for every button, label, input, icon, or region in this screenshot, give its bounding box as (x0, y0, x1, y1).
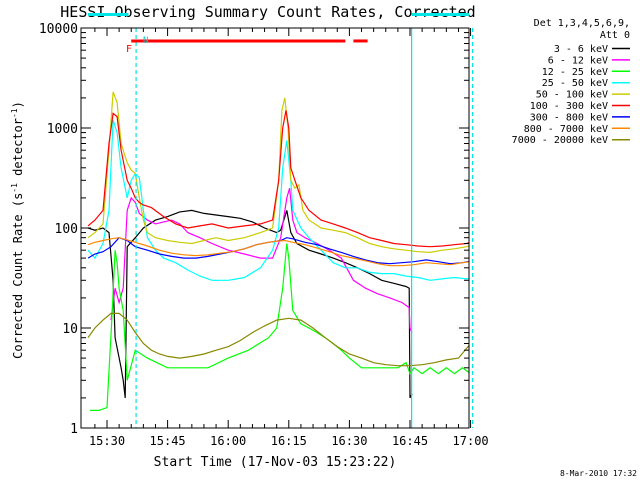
x-tick-label: 15:30 (89, 434, 125, 448)
y-tick-label: 1 (70, 422, 78, 437)
legend-entry-label: 12 - 25 keV (542, 67, 608, 78)
axes-group: 15:30 15:45 16:00 16:15 16:30 16:45 17:00 1 10 10… (39, 22, 489, 448)
x-tick-label: 16:15 (271, 434, 307, 448)
y-label-part: Corrected Count Rate (s (11, 193, 25, 359)
legend-entry-label: 300 - 800 keV (530, 112, 608, 123)
legend-entry-label: 3 - 6 keV (554, 44, 608, 55)
series-line (87, 237, 469, 265)
y-label-superscript: -1 (10, 108, 19, 118)
chart-title: HESSI Observing Summary Count Rates, Cor… (60, 3, 475, 21)
footer-timestamp: 8-Mar-2010 17:32 (560, 469, 637, 478)
y-tick-label: 1000 (47, 122, 78, 137)
legend-entry-label: 7000 - 20000 keV (512, 135, 608, 146)
x-axis-label: Start Time (17-Nov-03 15:23:22) (154, 455, 397, 470)
svg-text:Corrected Count Rate (s-1 dete: Corrected Count Rate (s-1 detector-1) (10, 101, 25, 359)
y-tick-label: 10 (62, 322, 78, 337)
series-line (110, 188, 413, 333)
legend-header: Att 0 (600, 30, 630, 41)
flag-label: N (143, 36, 148, 46)
legend-entry-label: 100 - 300 keV (530, 101, 608, 112)
legend-entry-label: 800 - 7000 keV (524, 124, 608, 135)
legend-entry-label: 6 - 12 keV (548, 55, 608, 66)
y-axis-label: Corrected Count Rate (s-1 detector-1) (10, 101, 25, 359)
series-group (87, 91, 469, 411)
y-label-part: ) (11, 101, 25, 108)
x-tick-label: 16:45 (392, 434, 428, 448)
y-tick-label: 10000 (39, 22, 78, 37)
series-line (87, 119, 469, 281)
series-line (87, 209, 413, 399)
series-line (90, 243, 469, 411)
legend-entry-label: 50 - 100 keV (536, 90, 608, 101)
flag-label: F (126, 44, 132, 55)
legend-entry-label: 25 - 50 keV (542, 78, 608, 89)
series-line (87, 237, 469, 267)
legend-header: Det 1,3,4,5,6,9, (534, 18, 630, 29)
plot-frame (80, 27, 470, 429)
x-tick-label: 16:00 (210, 434, 246, 448)
y-label-part: detector (11, 118, 25, 183)
x-tick-label: 15:45 (150, 434, 186, 448)
y-tick-label: 100 (55, 222, 78, 237)
flags-group: FN (88, 12, 474, 428)
series-line (87, 110, 469, 248)
x-tick-label: 17:00 (453, 434, 489, 448)
series-line (87, 312, 469, 367)
y-label-superscript: -1 (10, 183, 19, 193)
x-tick-label: 16:30 (331, 434, 367, 448)
